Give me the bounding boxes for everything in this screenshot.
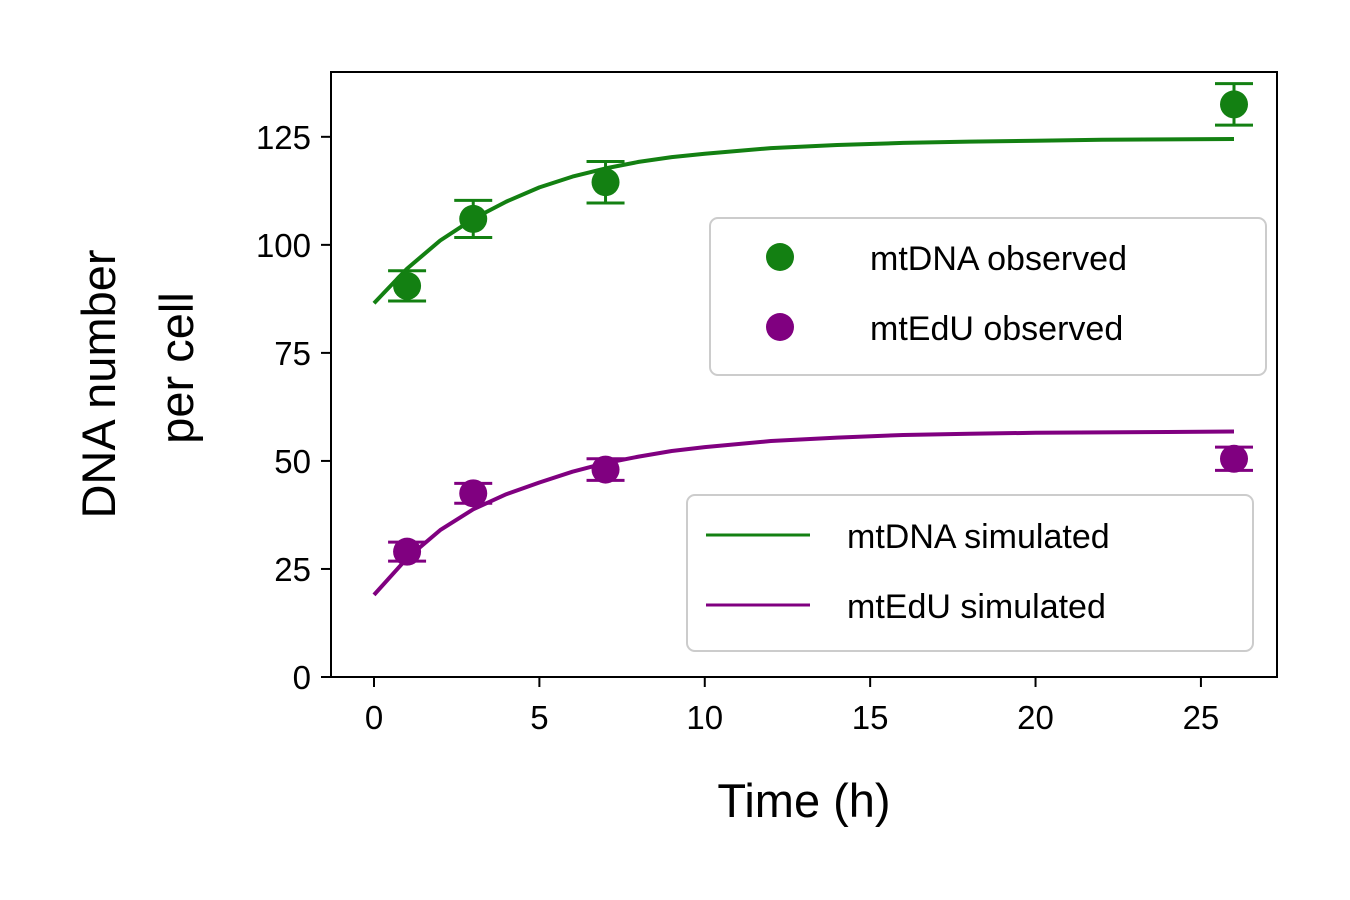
y-axis-title-line-1: DNA number [72,249,125,518]
legend-marker-mtdna-observed [766,243,794,271]
marker-mtedu-1 [459,479,488,508]
data-point-mtdna-0 [388,269,427,303]
legend-simulated-box [686,494,1254,652]
marker-mtdna-1 [459,204,488,233]
y-tick-label-100: 100 [256,227,311,264]
marker-mtedu-0 [393,537,422,566]
data-point-mtdna-1 [454,198,493,240]
y-axis-title-line-2: per cell [150,292,203,444]
data-point-mtedu-3 [1215,444,1253,473]
plot-area [372,82,1253,597]
marker-mtdna-0 [393,271,422,300]
axis-ticks: 0 5 10 15 20 25 0 25 50 75 100 125 [256,119,1219,736]
marker-mtedu-3 [1220,444,1248,473]
x-tick-label-0: 0 [365,699,383,736]
data-point-mtdna-2 [586,159,625,205]
axes-frame [330,71,1278,678]
legend-label-mtdna-observed: mtDNA observed [870,240,1127,278]
data-point-mtedu-2 [586,455,625,484]
y-tick-label-75: 75 [274,335,311,372]
y-tick-label-50: 50 [274,443,311,480]
legend-observed: mtDNA observed mtEdU observed [709,217,1267,376]
x-tick-label-10: 10 [686,699,723,736]
data-point-mtedu-1 [454,479,493,508]
x-tick-label-15: 15 [852,699,889,736]
x-tick-label-5: 5 [530,699,548,736]
legend-marker-mtedu-observed [766,313,794,341]
y-tick-label-0: 0 [293,659,311,696]
x-axis-title: Time (h) [717,774,890,827]
marker-mtdna-3 [1220,90,1248,119]
marker-mtedu-2 [591,455,620,484]
legend-label-mtedu-observed: mtEdU observed [870,310,1123,348]
x-tick-label-25: 25 [1183,699,1220,736]
x-tick-label-20: 20 [1017,699,1054,736]
data-point-mtdna-3 [1215,82,1253,127]
legend-label-mtedu-simulated: mtEdU simulated [847,588,1106,626]
legend-label-mtdna-simulated: mtDNA simulated [847,518,1110,556]
data-point-mtedu-0 [388,537,427,566]
marker-mtdna-2 [591,168,620,197]
series-line-mtedu-simulated [372,429,1235,597]
y-tick-label-25: 25 [274,551,311,588]
y-tick-label-125: 125 [256,119,311,156]
legend-simulated: mtDNA simulated mtEdU simulated [686,494,1254,652]
legend-observed-box [709,217,1267,376]
